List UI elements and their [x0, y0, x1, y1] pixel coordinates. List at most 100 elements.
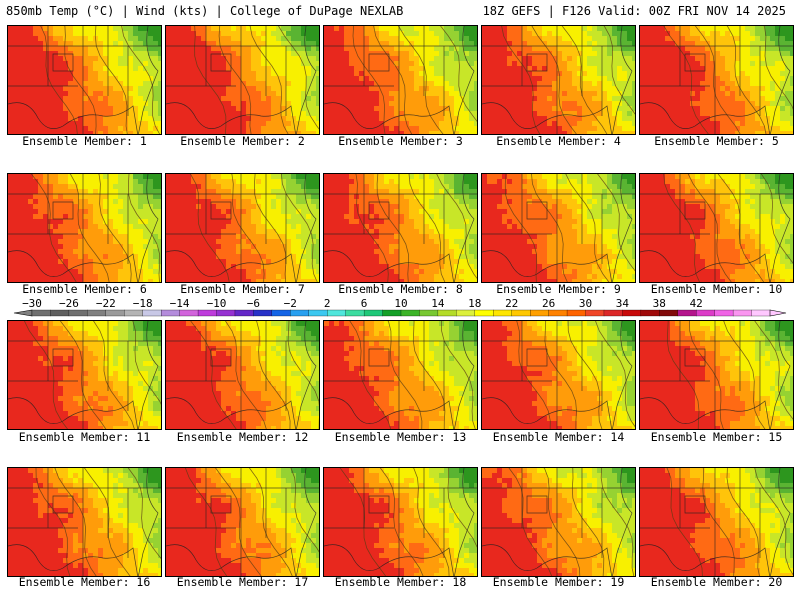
isotherm-contour [190, 321, 237, 429]
colorbar-swatch [714, 309, 734, 317]
isotherm-contour [687, 174, 732, 282]
ensemble-map-panel [639, 173, 794, 283]
colorbar-swatch [290, 309, 310, 317]
colorbar-swatch [363, 309, 384, 317]
isotherm-contour [565, 174, 610, 282]
colorbar-swatch [105, 309, 125, 317]
state-boundary [210, 201, 232, 220]
colorbar-swatch [253, 309, 273, 317]
isotherm-contour [184, 468, 228, 576]
state-boundary [612, 26, 633, 134]
isotherm-contour [54, 468, 97, 576]
colorbar-tick-label: −6 [247, 297, 260, 310]
ensemble-member-label: Ensemble Member: 7 [180, 282, 305, 296]
ensemble-member-label: Ensemble Member: 20 [650, 575, 783, 589]
state-boundary [166, 544, 297, 576]
ensemble-member-label: Ensemble Member: 5 [654, 134, 779, 148]
state-boundary [8, 397, 139, 429]
isotherm-contour [515, 321, 551, 429]
isotherm-contour [97, 174, 132, 282]
isotherm-contour [597, 174, 635, 272]
colorbar-tick-label: −14 [170, 297, 190, 310]
ensemble-member-label: Ensemble Member: 11 [18, 430, 151, 444]
isotherm-contour [215, 468, 262, 576]
isotherm-contour [665, 468, 703, 576]
colorbar-swatch [696, 309, 716, 317]
colorbar-swatch [456, 309, 476, 317]
temperature-map [324, 174, 477, 282]
isotherm-contour [278, 26, 319, 130]
ensemble-map-panel [323, 467, 478, 577]
isotherm-contour [339, 468, 387, 576]
state-boundary [612, 321, 633, 429]
state-boundary [138, 174, 159, 282]
ensemble-map-panel [481, 25, 636, 135]
colorbar-swatch [437, 309, 457, 317]
isotherm-contour [131, 321, 161, 405]
ensemble-map-panel [481, 173, 636, 283]
colorbar-swatch [419, 309, 439, 317]
state-boundary [640, 544, 771, 576]
colorbar-tick-label: −22 [96, 297, 116, 310]
ensemble-map-panel [165, 467, 320, 577]
colorbar-swatch [160, 309, 181, 317]
state-boundary [684, 495, 706, 514]
state-boundary [368, 53, 390, 72]
colorbar-swatch [142, 309, 162, 317]
temperature-map [324, 468, 477, 576]
isotherm-contour [408, 174, 446, 282]
colorbar-swatch [530, 309, 550, 317]
colorbar-tick-label: 30 [579, 297, 592, 310]
ensemble-map-panel [639, 467, 794, 577]
isotherm-contour [723, 321, 766, 429]
state-boundary [166, 250, 297, 282]
isotherm-contour [398, 26, 444, 134]
state-boundary [210, 495, 232, 514]
colorbar-tick-label: 38 [653, 297, 666, 310]
map-title: 850mb Temp (°C) | Wind (kts) | College o… [6, 4, 404, 18]
isotherm-contour [94, 26, 128, 134]
colorbar-tick-label: 18 [468, 297, 481, 310]
colorbar-swatch [216, 309, 236, 317]
colorbar-swatch [68, 309, 88, 317]
isotherm-contour [447, 468, 477, 548]
colorbar-tick-label: 2 [324, 297, 331, 310]
colorbar-swatch [197, 309, 217, 317]
ensemble-member-label: Ensemble Member: 14 [492, 430, 625, 444]
state-boundary [368, 348, 390, 367]
isotherm-contour [436, 174, 477, 279]
isotherm-contour [376, 174, 409, 282]
isotherm-contour [440, 321, 476, 429]
isotherm-contour [561, 26, 608, 134]
ensemble-member-label: Ensemble Member: 12 [176, 430, 309, 444]
state-boundary [612, 174, 633, 282]
colorbar-swatch [511, 309, 531, 317]
state-boundary [482, 102, 613, 134]
ensemble-member-label: Ensemble Member: 8 [338, 282, 463, 296]
temperature-map [482, 468, 635, 576]
ensemble-member-label: Ensemble Member: 1 [22, 134, 147, 148]
colorbar-swatch [548, 309, 568, 317]
isotherm-contour [754, 468, 793, 576]
isotherm-contour [35, 468, 71, 576]
state-boundary [8, 250, 139, 282]
isotherm-contour [663, 26, 709, 134]
isotherm-contour [754, 321, 793, 420]
state-boundary [296, 321, 317, 429]
isotherm-contour [287, 321, 319, 429]
state-boundary [684, 53, 706, 72]
ensemble-member-label: Ensemble Member: 15 [650, 430, 783, 444]
state-boundary [526, 495, 548, 514]
ensemble-member-label: Ensemble Member: 18 [334, 575, 467, 589]
state-boundary [138, 26, 159, 134]
state-boundary [770, 321, 791, 429]
colorbar-tick-label: 10 [394, 297, 407, 310]
isotherm-contour [121, 26, 161, 134]
ensemble-member-label: Ensemble Member: 4 [496, 134, 621, 148]
temperature-map [324, 321, 477, 429]
colorbar-tick-label: −18 [133, 297, 153, 310]
isotherm-contour [595, 321, 635, 428]
colorbar-swatch [751, 309, 771, 317]
temperature-map [482, 26, 635, 134]
colorbar-swatch [50, 309, 70, 317]
